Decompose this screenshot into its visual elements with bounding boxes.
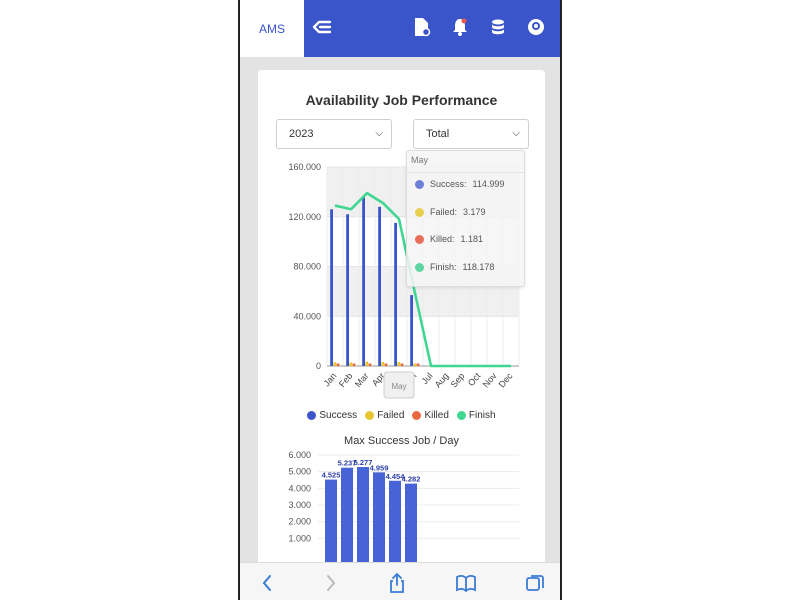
year-select-value: 2023 xyxy=(289,128,314,140)
y-tick-label: 6.000 xyxy=(288,450,311,460)
book-icon[interactable] xyxy=(455,572,477,594)
bar-killed xyxy=(416,363,420,366)
bar-max-success xyxy=(405,483,417,570)
phone-viewport: AMS Availability Job Performance 2023 ⌵ … xyxy=(238,0,562,600)
legend-item-success[interactable]: Success xyxy=(307,410,357,421)
top-navbar: AMS xyxy=(240,0,560,57)
tooltip-label: Failed: xyxy=(430,207,458,217)
data-label: 4.525 xyxy=(322,471,341,480)
killed-dot-icon xyxy=(415,234,424,244)
chevron-down-icon: ⌵ xyxy=(375,128,383,139)
bar-failed xyxy=(381,362,385,366)
max-success-chart[interactable]: 6.000 5.000 4.000 3.000 2.000 1.000 4.525 5.237… xyxy=(258,70,545,570)
y-tick-label: 80.000 xyxy=(293,262,321,272)
max-success-chart-title: Max Success Job / Day xyxy=(344,435,459,447)
bar-failed xyxy=(397,362,401,366)
user-avatar-icon[interactable] xyxy=(524,15,548,39)
bell-icon[interactable] xyxy=(448,15,472,39)
y-tick-label: 3.000 xyxy=(288,500,311,510)
bar-killed xyxy=(400,363,404,366)
y-tick-label: 4.000 xyxy=(288,483,311,493)
bar-success xyxy=(410,295,413,366)
data-label: 4.454 xyxy=(386,472,406,481)
y-tick-label: 120.000 xyxy=(288,212,321,222)
chevron-left-icon[interactable] xyxy=(256,572,278,594)
bar-failed xyxy=(413,363,417,366)
data-label: 4.282 xyxy=(402,475,421,484)
finish-dot-icon xyxy=(456,411,466,420)
chart-tooltip: May Success: 114.999 Failed: 3.179 Kille… xyxy=(406,150,525,287)
data-label: 4.959 xyxy=(370,463,389,472)
legend-label: Killed xyxy=(424,410,449,421)
chevron-down-icon: ⌵ xyxy=(512,128,520,139)
browser-toolbar xyxy=(240,562,560,600)
card-title: Availability Job Performance xyxy=(305,92,498,108)
chevron-right-icon[interactable] xyxy=(320,572,342,594)
bar-success xyxy=(394,222,397,366)
data-label: 5.277 xyxy=(354,458,373,467)
menu-collapse-icon[interactable] xyxy=(310,15,334,39)
tooltip-row-killed: Killed: 1.181 xyxy=(415,234,483,244)
bar-failed xyxy=(349,362,353,366)
bar-success xyxy=(378,206,381,366)
axis-pointer-label: May xyxy=(391,382,406,391)
failed-dot-icon xyxy=(415,207,424,217)
y-tick-label: 5.000 xyxy=(288,467,311,477)
legend-label: Success xyxy=(319,410,358,421)
legend-item-killed[interactable]: Killed xyxy=(412,410,449,421)
success-dot-icon xyxy=(307,411,317,420)
bar-failed xyxy=(365,361,369,366)
success-dot-icon xyxy=(415,179,424,189)
bar-max-success xyxy=(389,480,401,570)
axis-pointer-box xyxy=(383,371,415,399)
type-select-value: Total xyxy=(426,128,450,140)
bar-success xyxy=(330,209,333,366)
share-icon[interactable] xyxy=(386,572,408,594)
bar-max-success xyxy=(357,467,369,570)
performance-card: Availability Job Performance 2023 ⌵ Tota… xyxy=(258,70,545,570)
finish-dot-icon xyxy=(415,262,424,272)
tooltip-row-failed: Failed: 3.179 xyxy=(415,207,486,217)
finish-line xyxy=(334,191,511,368)
tabs-icon[interactable] xyxy=(524,572,546,594)
bar-failed xyxy=(333,362,337,366)
database-icon[interactable] xyxy=(486,15,510,39)
bar-killed xyxy=(368,363,372,366)
legend-item-failed[interactable]: Failed xyxy=(365,410,404,421)
failed-dot-icon xyxy=(365,411,375,420)
tooltip-label: Success: xyxy=(430,179,467,189)
bar-killed xyxy=(384,363,388,366)
type-select[interactable]: Total ⌵ xyxy=(413,119,529,149)
bar-max-success xyxy=(373,472,385,570)
y-tick-label: 0 xyxy=(316,361,321,371)
tooltip-label: Finish: xyxy=(430,262,457,272)
tooltip-row-success: Success: 114.999 xyxy=(415,179,504,189)
bar-killed xyxy=(352,363,356,366)
bar-success xyxy=(362,196,365,366)
legend-label: Failed xyxy=(377,410,405,421)
tooltip-row-finish: Finish: 118.178 xyxy=(415,262,494,272)
bar-max-success xyxy=(325,479,337,570)
tooltip-value: 118.178 xyxy=(462,262,495,272)
brand-tab[interactable]: AMS xyxy=(240,0,304,57)
y-tick-label: 2.000 xyxy=(288,517,311,527)
tooltip-label: Killed: xyxy=(430,234,455,244)
bar-killed xyxy=(336,363,340,366)
data-label: 5.237 xyxy=(338,459,357,468)
y-tick-label: 40.000 xyxy=(293,311,321,321)
bar-max-success xyxy=(341,467,353,570)
year-select[interactable]: 2023 ⌵ xyxy=(276,119,392,149)
y-tick-label: 160.000 xyxy=(288,162,321,172)
tooltip-value: 1.181 xyxy=(460,234,484,244)
bar-success xyxy=(346,214,349,366)
tooltip-value: 114.999 xyxy=(472,179,505,189)
tooltip-value: 3.179 xyxy=(463,207,486,217)
legend-label: Finish xyxy=(468,410,496,421)
chart-legend: Success Failed Killed Finish xyxy=(258,410,545,421)
tooltip-month: May xyxy=(407,151,524,173)
y-tick-label: 1.000 xyxy=(288,533,311,543)
file-settings-icon[interactable] xyxy=(410,15,434,39)
killed-dot-icon xyxy=(412,411,422,420)
legend-item-finish[interactable]: Finish xyxy=(456,410,496,421)
